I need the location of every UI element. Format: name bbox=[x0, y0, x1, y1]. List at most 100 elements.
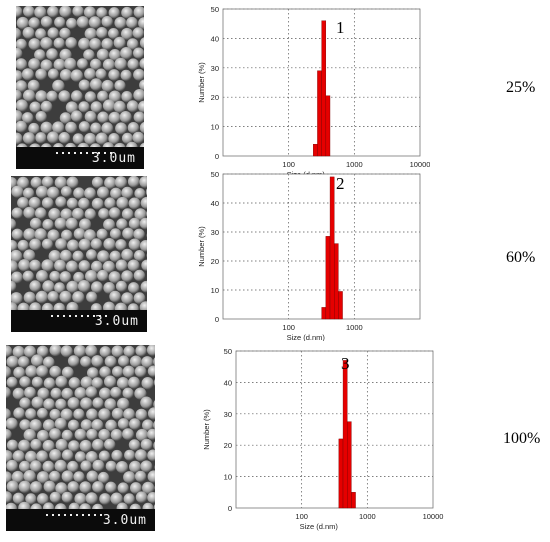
microsphere bbox=[52, 79, 65, 93]
microsphere bbox=[108, 207, 121, 219]
microsphere bbox=[129, 418, 141, 430]
microsphere bbox=[147, 449, 155, 462]
microsphere bbox=[6, 429, 12, 440]
microsphere bbox=[40, 37, 53, 50]
microsphere bbox=[147, 365, 155, 377]
plot-label: 1 bbox=[336, 18, 345, 37]
distribution-bar bbox=[329, 176, 335, 320]
microsphere bbox=[12, 492, 25, 505]
microsphere bbox=[73, 228, 86, 240]
microsphere bbox=[16, 58, 28, 71]
microsphere bbox=[114, 80, 126, 92]
microsphere bbox=[127, 58, 139, 70]
microsphere bbox=[129, 460, 142, 473]
microsphere bbox=[83, 49, 95, 61]
microsphere bbox=[60, 186, 72, 198]
microsphere bbox=[138, 17, 144, 30]
microsphere bbox=[109, 250, 121, 262]
microsphere bbox=[123, 471, 136, 484]
microsphere bbox=[135, 408, 148, 421]
microsphere bbox=[60, 208, 73, 221]
microsphere bbox=[72, 291, 85, 304]
microsphere bbox=[11, 207, 23, 219]
y-axis-label: Number (%) bbox=[197, 62, 206, 103]
microsphere bbox=[140, 196, 147, 210]
microsphere bbox=[92, 397, 104, 409]
microsphere bbox=[83, 6, 96, 19]
microsphere bbox=[87, 367, 99, 379]
microsphere bbox=[72, 6, 84, 17]
microsphere bbox=[23, 291, 36, 304]
microsphere bbox=[28, 122, 40, 135]
microsphere bbox=[86, 249, 97, 261]
microsphere bbox=[142, 419, 154, 431]
microsphere bbox=[49, 470, 61, 483]
microsphere bbox=[90, 238, 103, 250]
microsphere bbox=[28, 58, 41, 71]
percent-label: 100% bbox=[503, 430, 541, 447]
microsphere bbox=[24, 386, 36, 399]
microsphere bbox=[66, 280, 79, 293]
microsphere bbox=[123, 408, 135, 421]
sem-scale-ticks bbox=[51, 315, 111, 317]
y-tick-label: 30 bbox=[211, 228, 219, 237]
microsphere bbox=[142, 481, 155, 495]
microsphere bbox=[17, 239, 29, 252]
microsphere bbox=[41, 197, 54, 209]
microsphere bbox=[134, 470, 147, 483]
microsphere bbox=[78, 101, 90, 113]
microsphere bbox=[85, 386, 98, 398]
microsphere bbox=[23, 345, 37, 358]
microsphere bbox=[121, 186, 134, 199]
distribution-bar bbox=[325, 236, 331, 320]
microsphere bbox=[40, 121, 53, 134]
microsphere bbox=[85, 451, 98, 463]
y-tick-label: 50 bbox=[211, 5, 219, 14]
microsphere bbox=[78, 238, 91, 251]
microsphere bbox=[59, 48, 72, 62]
microsphere bbox=[47, 27, 59, 39]
microsphere bbox=[133, 269, 146, 282]
microsphere bbox=[47, 68, 59, 80]
microsphere bbox=[66, 197, 78, 209]
microsphere bbox=[128, 238, 141, 251]
microsphere bbox=[153, 400, 155, 409]
microsphere bbox=[61, 229, 73, 241]
microsphere bbox=[141, 377, 154, 390]
microsphere bbox=[65, 37, 77, 49]
microsphere bbox=[101, 38, 114, 50]
microsphere bbox=[18, 259, 31, 272]
microsphere bbox=[67, 355, 80, 367]
microsphere bbox=[97, 269, 109, 282]
microsphere bbox=[97, 471, 110, 484]
microsphere bbox=[43, 356, 55, 369]
microsphere bbox=[73, 345, 86, 358]
microsphere bbox=[25, 450, 38, 463]
microsphere bbox=[35, 90, 48, 103]
plot-label: 2 bbox=[336, 174, 345, 193]
microsphere bbox=[97, 186, 110, 199]
microsphere bbox=[133, 68, 144, 81]
microsphere bbox=[130, 482, 142, 494]
microsphere bbox=[16, 47, 23, 59]
microsphere bbox=[135, 345, 147, 357]
microsphere bbox=[99, 346, 112, 358]
microsphere bbox=[77, 58, 88, 70]
microsphere bbox=[110, 429, 123, 441]
sem-image: 3.0um bbox=[16, 6, 144, 169]
microsphere bbox=[109, 228, 122, 240]
sem-scale-bar bbox=[11, 310, 147, 332]
microsphere bbox=[118, 355, 130, 367]
microsphere bbox=[121, 248, 134, 261]
microsphere bbox=[79, 481, 92, 494]
microsphere bbox=[13, 366, 26, 379]
microsphere bbox=[61, 449, 74, 461]
microsphere bbox=[104, 197, 116, 209]
microsphere bbox=[84, 68, 96, 80]
microsphere bbox=[19, 376, 31, 388]
microsphere bbox=[139, 37, 144, 49]
x-tick-label: 1000 bbox=[346, 323, 363, 332]
microsphere bbox=[114, 16, 127, 29]
microsphere bbox=[139, 121, 144, 134]
microsphere bbox=[108, 28, 119, 39]
